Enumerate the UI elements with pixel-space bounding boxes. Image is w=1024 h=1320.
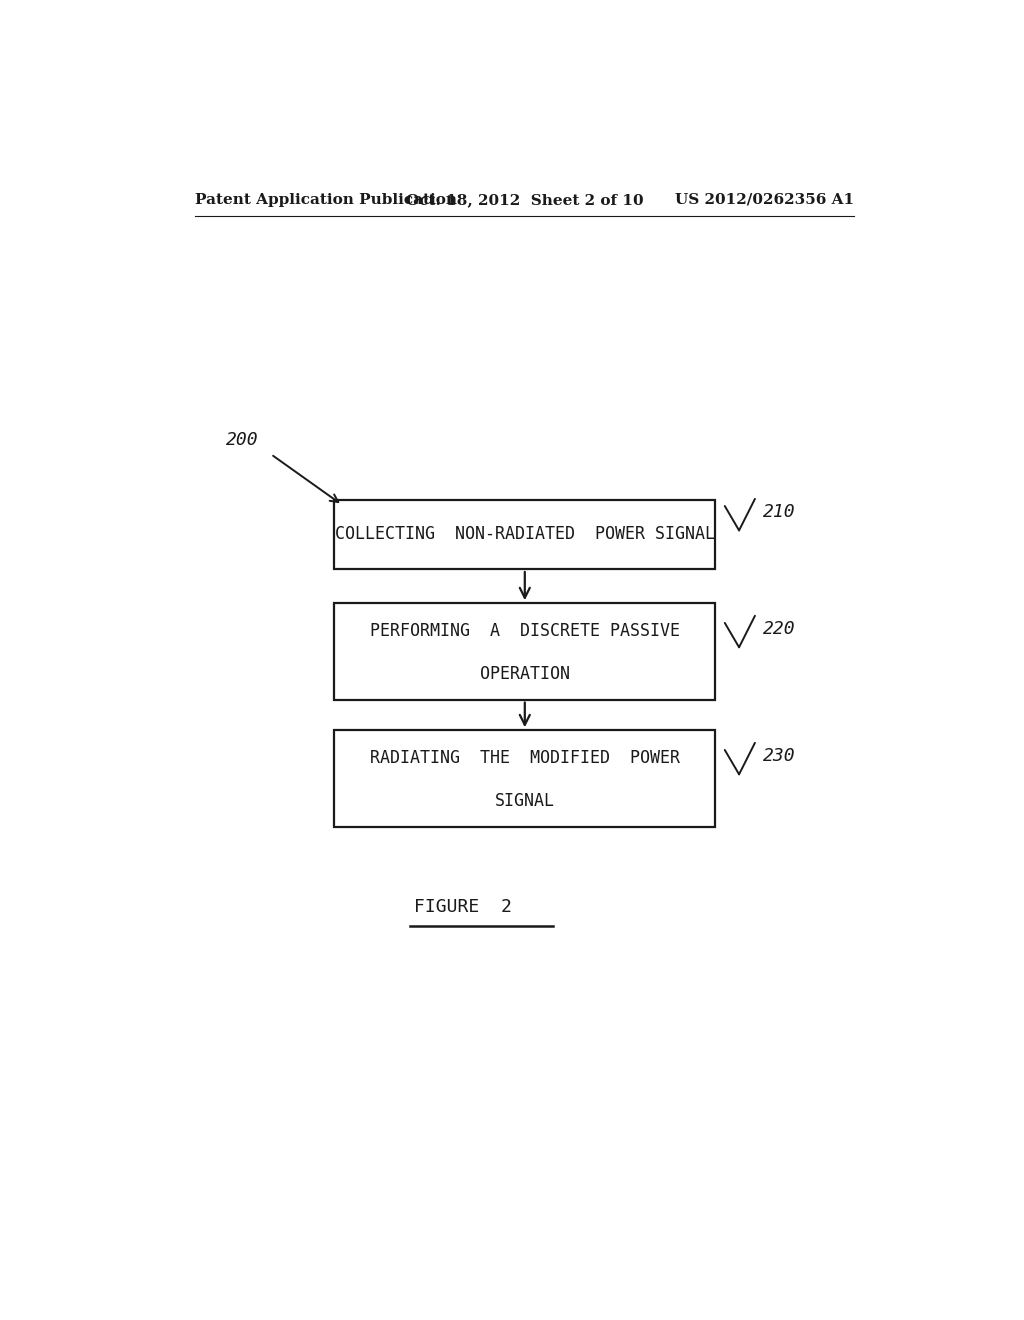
Text: US 2012/0262356 A1: US 2012/0262356 A1 bbox=[675, 193, 854, 207]
Text: 230: 230 bbox=[763, 747, 796, 766]
Text: RADIATING  THE  MODIFIED  POWER: RADIATING THE MODIFIED POWER bbox=[370, 748, 680, 767]
Text: PERFORMING  A  DISCRETE PASSIVE: PERFORMING A DISCRETE PASSIVE bbox=[370, 622, 680, 640]
FancyBboxPatch shape bbox=[334, 730, 715, 826]
Text: COLLECTING  NON-RADIATED  POWER SIGNAL: COLLECTING NON-RADIATED POWER SIGNAL bbox=[335, 525, 715, 544]
Text: 220: 220 bbox=[763, 620, 796, 638]
Text: SIGNAL: SIGNAL bbox=[495, 792, 555, 809]
Text: Oct. 18, 2012  Sheet 2 of 10: Oct. 18, 2012 Sheet 2 of 10 bbox=[406, 193, 644, 207]
Text: Patent Application Publication: Patent Application Publication bbox=[196, 193, 458, 207]
Text: 200: 200 bbox=[226, 432, 259, 449]
Text: FIGURE  2: FIGURE 2 bbox=[414, 898, 512, 916]
FancyBboxPatch shape bbox=[334, 500, 715, 569]
Text: OPERATION: OPERATION bbox=[480, 665, 569, 682]
Text: 210: 210 bbox=[763, 503, 796, 521]
FancyBboxPatch shape bbox=[334, 603, 715, 700]
